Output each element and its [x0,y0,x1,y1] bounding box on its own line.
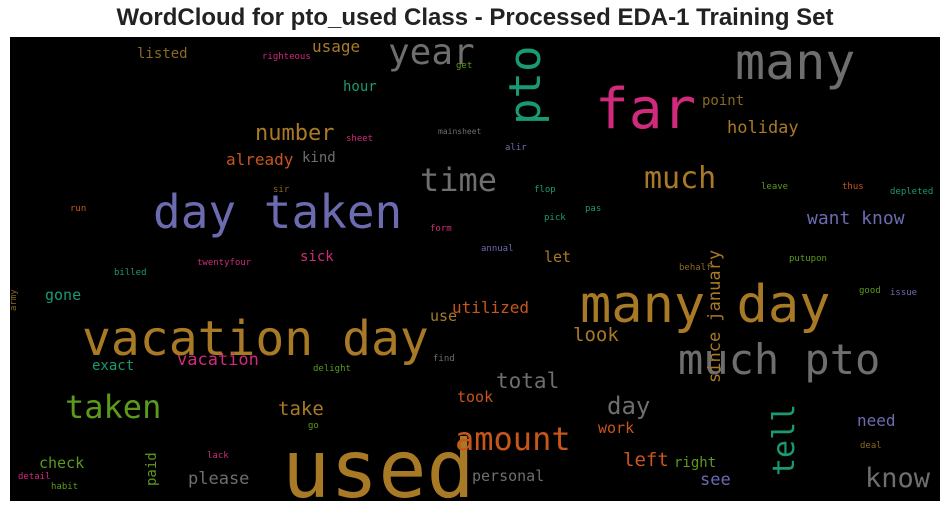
word-twentyfour: twentyfour [197,258,252,268]
word-used: used [282,423,475,502]
word-use: use [430,307,458,325]
word-detail: detail [18,472,51,482]
word-mainsheet: mainsheet [438,127,482,136]
word-cloud-canvas: used many day vacation day far many day taken… [10,37,940,501]
word-issue: issue [890,288,918,298]
word-year: year [388,37,475,73]
word-lack: lack [207,451,229,461]
word-holiday: holiday [727,118,799,138]
word-get: get [456,61,473,71]
word-exact: exact [92,358,135,374]
word-right: right [674,455,717,471]
word-number: number [255,121,335,146]
word-kind: kind [302,150,336,166]
word-look: look [573,324,619,346]
word-taken: taken [65,388,162,426]
word-usage: usage [312,37,361,56]
word-pick: pick [544,213,566,223]
word-want-know: want know [807,208,905,229]
word-take: take [278,398,324,420]
word-work: work [598,419,635,437]
word-time: time [420,161,498,199]
word-took: took [457,388,494,406]
word-thus: thus [842,182,864,192]
word-sheet: sheet [346,134,374,144]
word-amount: amount [455,420,571,458]
word-form: form [430,224,452,234]
word-utilized: utilized [452,298,530,317]
word-know: know [865,463,931,494]
word-hour: hour [343,79,377,95]
word-pto: pto [500,45,551,125]
word-paid: paid [144,452,160,486]
word-listed: listed [137,46,188,62]
word-check: check [39,454,85,472]
word-many: many [735,37,856,91]
word-good: good [859,286,881,296]
word-flop: flop [534,185,556,195]
word-let: let [544,248,572,266]
word-see: see [700,470,731,490]
word-alir: alir [505,143,527,153]
word-please: please [188,469,250,489]
word-far: far [595,77,697,142]
word-much: much [644,161,717,196]
word-putupon: putupon [789,254,827,264]
word-many-day: many day [580,275,831,335]
word-delight: delight [313,364,351,374]
word-point: point [702,93,745,109]
word-personal: personal [472,467,545,485]
word-already: already [226,150,294,169]
word-much-pto: much pto [678,335,881,384]
word-army: army [10,289,19,311]
word-day: day [607,392,651,420]
word-run: run [70,204,87,214]
word-vacation-day: vacation day [82,311,429,367]
word-deal: deal [860,441,882,451]
word-find: find [433,354,455,364]
word-righteous: righteous [262,52,311,62]
word-annual: annual [481,244,514,254]
word-sick: sick [300,249,334,265]
word-left: left [623,449,669,471]
word-tell: tell [767,403,802,476]
chart-title: WordCloud for pto_used Class - Processed… [116,4,834,31]
word-behalf: behalf [679,263,712,273]
word-need: need [857,411,896,430]
word-go: go [308,421,319,431]
word-pas: pas [585,204,602,214]
word-habit: habit [51,482,79,492]
word-day-taken: day taken [153,185,403,239]
word-depleted: depleted [890,187,934,197]
word-vacation: vacation [177,350,259,370]
word-gone: gone [45,286,82,304]
word-billed: billed [114,268,147,278]
word-leave: leave [761,182,789,192]
word-total: total [496,369,560,393]
word-sir: sir [273,185,290,195]
